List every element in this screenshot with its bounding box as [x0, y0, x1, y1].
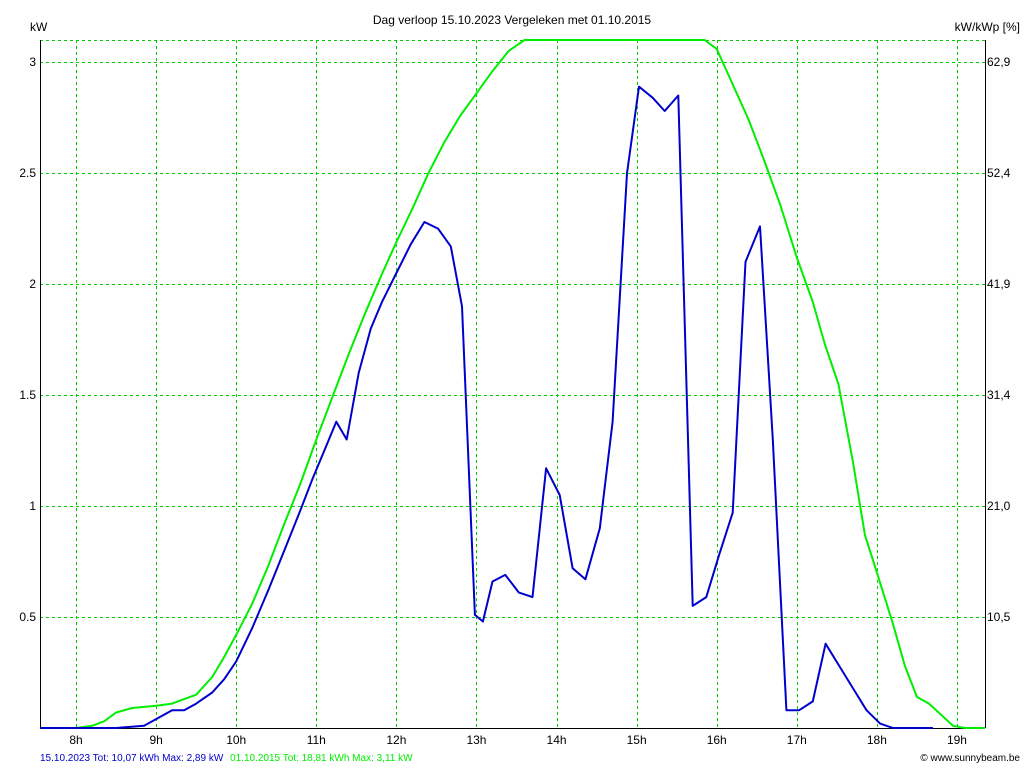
x-tick-label: 10h [226, 733, 246, 747]
y-tick-label-left: 2.5 [19, 166, 36, 180]
x-tick-label: 17h [787, 733, 807, 747]
x-tick-label: 15h [627, 733, 647, 747]
x-tick-label: 16h [707, 733, 727, 747]
y-tick-label-right: 41,9 [987, 277, 1011, 291]
y-tick-label-right: 62,9 [987, 55, 1011, 69]
footer-credit[interactable]: © www.sunnybeam.be [920, 753, 1020, 764]
series-layer [40, 39, 985, 729]
x-tick-label: 11h [307, 733, 326, 747]
y-tick-label-left: 1 [29, 499, 36, 513]
x-tick-label: 8h [69, 733, 82, 747]
x-tick-label: 19h [947, 733, 967, 747]
plot-frame [40, 40, 986, 729]
y-tick-label-left: 2 [29, 277, 36, 291]
footer: 15.10.2023 Tot: 10,07 kWh Max: 2,89 kW 0… [40, 753, 1020, 764]
y-axis-label-right: kW/kWp [%] [955, 20, 1020, 34]
y-tick-label-right: 10,5 [987, 610, 1011, 624]
y-tick-label-right: 21,0 [987, 499, 1011, 513]
svg-text:15.10.2023 Tot: 10,07 kWh Max:: 15.10.2023 Tot: 10,07 kWh Max: 2,89 kW 0… [40, 753, 413, 764]
y-tick-label-left: 3 [29, 55, 36, 69]
series-line-15.10.2023 [40, 85, 933, 729]
series-line-01.10.2015 [40, 39, 985, 729]
x-tick-label: 9h [149, 733, 162, 747]
x-tick-label: 14h [547, 733, 567, 747]
x-tick-label: 18h [867, 733, 887, 747]
y-axis-label-left: kW [30, 20, 48, 34]
footer-series1-summary: 15.10.2023 Tot: 10,07 kWh Max: 2,89 kW [40, 753, 224, 764]
y-tick-label-right: 52,4 [987, 166, 1011, 180]
y-tick-label-left: 1.5 [19, 388, 36, 402]
y-tick-label-left: 0.5 [19, 610, 36, 624]
x-tick-label: 12h [386, 733, 406, 747]
tick-labels: 8h 9h 10h 11h 12h 13h 14h 15h 16h 17h 18h 19h 0.5 1 1.… [19, 55, 1010, 747]
chart-title: Dag verloop 15.10.2023 Vergeleken met 01… [373, 13, 652, 27]
y-tick-label-right: 31,4 [987, 388, 1011, 402]
x-tick-label: 13h [466, 733, 486, 747]
grid-lines [40, 40, 985, 728]
footer-series2-summary: 01.10.2015 Tot: 18,81 kWh Max: 3,11 kW [230, 753, 413, 764]
